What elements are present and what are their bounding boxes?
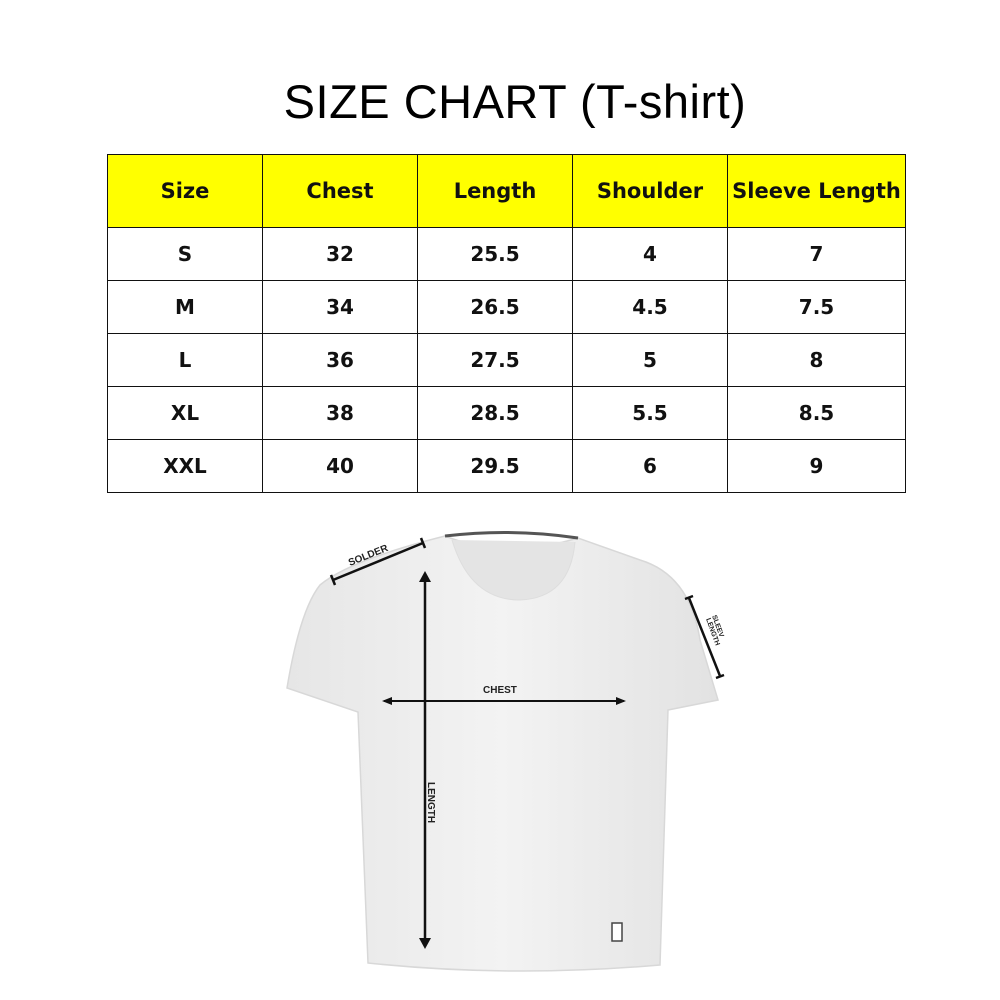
length-arrow (419, 571, 431, 949)
table-cell: 34 (262, 280, 418, 334)
table-cell: 6 (572, 439, 728, 493)
solder-measure-line (329, 537, 427, 586)
table-header-row: Size Chest Length Shoulder Sleeve Length (107, 154, 906, 228)
table-cell: 9 (727, 439, 906, 493)
table-cell: 36 (262, 333, 418, 387)
table-cell: 4 (572, 227, 728, 281)
header-sleeve-length: Sleeve Length (727, 154, 906, 228)
table-cell: 27.5 (417, 333, 573, 387)
table-cell: XL (107, 386, 263, 440)
sleeve-measure-line (684, 594, 725, 680)
table-row: S 32 25.5 4 7 (107, 227, 906, 281)
table-cell: 29.5 (417, 439, 573, 493)
page-title: SIZE CHART (T-shirt) (283, 75, 747, 128)
length-label: LENGTH (425, 782, 436, 823)
table-cell: XXL (107, 439, 263, 493)
table-cell: 25.5 (417, 227, 573, 281)
chest-label: CHEST (483, 685, 517, 696)
table-cell: 7 (727, 227, 906, 281)
header-size: Size (107, 154, 263, 228)
table-cell: 5 (572, 333, 728, 387)
tshirt-body (286, 535, 719, 972)
table-cell: 7.5 (727, 280, 906, 334)
header-length: Length (417, 154, 573, 228)
table-cell: 26.5 (417, 280, 573, 334)
table-row: L 36 27.5 5 8 (107, 333, 906, 387)
tshirt-collar (444, 530, 579, 540)
table-row: M 34 26.5 4.5 7.5 (107, 280, 906, 334)
table-cell: 40 (262, 439, 418, 493)
table-cell: S (107, 227, 263, 281)
tshirt-tag-logo (611, 922, 623, 942)
size-table: Size Chest Length Shoulder Sleeve Length… (107, 154, 906, 493)
table-cell: 8 (727, 333, 906, 387)
chest-arrow (382, 697, 626, 705)
header-chest: Chest (262, 154, 418, 228)
table-row: XXL 40 29.5 6 9 (107, 439, 906, 493)
table-cell: M (107, 280, 263, 334)
